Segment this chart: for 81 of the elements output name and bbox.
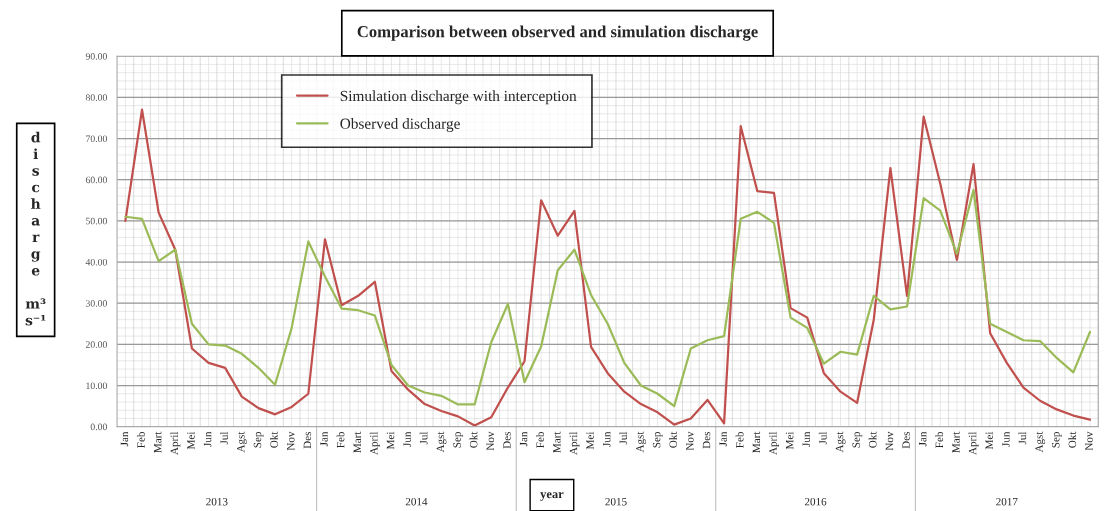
x-tick-label: Jun (203, 431, 212, 447)
x-tick-label: Nov (686, 431, 694, 451)
text: 2017 (996, 497, 1018, 506)
x-tick-label: Jan (719, 431, 727, 447)
x-tick-label: Mei (187, 431, 195, 450)
x-tick-label: Agst (237, 431, 247, 453)
x-tick-label: Nov (287, 431, 295, 451)
y-tick-label: 70.00 (86, 135, 107, 143)
x-tick-label: Mart (952, 431, 960, 453)
y-tick-label: 50.00 (86, 217, 107, 225)
text: 2015 (605, 497, 627, 506)
x-tick-label: Sep (253, 431, 264, 448)
x-tick-label: Feb (536, 431, 544, 448)
x-tick-label: Okt (1068, 431, 1077, 448)
x-tick-label: Des (902, 431, 910, 449)
x-tick-label: Jun (802, 431, 811, 447)
text: discharge m³ s⁻¹ (25, 131, 46, 326)
x-tick-label: Okt (669, 431, 677, 448)
x-tick-label: Mei (586, 431, 594, 450)
x-tick-label: Agst (835, 431, 846, 453)
x-tick-label: April (569, 431, 580, 455)
x-tick-label: Jul (818, 431, 827, 445)
x-tick-label: Sep (652, 431, 663, 448)
x-tick-label: Des (303, 431, 312, 449)
x-tick-label: Jul (419, 431, 428, 445)
x-tick-label: Nov (885, 431, 894, 451)
y-tick-label: 80.00 (85, 94, 107, 101)
x-tick-label: April (170, 431, 181, 455)
x-tick-label: Jan (320, 431, 328, 447)
x-tick-label: Mei (386, 431, 395, 450)
x-tick-label: Des (503, 431, 511, 449)
x-tick-label: Jun (603, 431, 611, 447)
x-tick-label: Okt (270, 431, 278, 448)
x-tick-label: Agst (1035, 431, 1046, 453)
y-tick-label: 10.00 (86, 382, 107, 390)
x-tick-label: Agst (636, 431, 646, 453)
x-tick-label: April (369, 431, 380, 455)
y-tick-label: 60.00 (85, 176, 107, 184)
x-tick-label: Okt (868, 431, 877, 448)
x-tick-label: Feb (735, 431, 744, 448)
x-tick-label: Nov (1085, 431, 1093, 451)
line-series (124, 108, 1092, 427)
x-tick-label: Sep (1052, 431, 1062, 448)
y-tick-label: 30.00 (85, 300, 107, 307)
legend-label: Simulation discharge with interception (340, 90, 577, 105)
x-tick-label: Sep (852, 431, 863, 448)
text: 2013 (206, 497, 228, 506)
x-tick-label: Mei (785, 431, 794, 450)
legend-label: Observed discharge (340, 118, 460, 132)
x-tick-label: Jul (220, 431, 228, 445)
x-tick-label: Jun (403, 431, 411, 447)
text: 2016 (804, 497, 827, 506)
y-tick-label: 0.00 (90, 423, 107, 431)
x-tick-label: Agst (436, 431, 447, 453)
text: 2014 (405, 497, 428, 506)
x-tick-label: Jan (919, 431, 927, 447)
x-tick-label: Jul (619, 431, 628, 445)
x-tick-label: Jun (1002, 431, 1010, 447)
x-tick-label: Sep (453, 431, 464, 448)
x-axis-title: year (540, 492, 564, 501)
x-tick-label: April (968, 431, 979, 455)
line-series (124, 188, 1092, 408)
chart-title: Comparison between observed and simulation discharge (357, 25, 758, 41)
x-tick-label: Nov (486, 431, 495, 451)
x-tick-label: Mart (553, 431, 561, 453)
x-tick-label: Des (702, 431, 711, 449)
x-tick-label: Mart (752, 431, 761, 453)
x-tick-label: Mart (353, 431, 361, 453)
x-tick-label: April (768, 431, 780, 455)
x-tick-label: Feb (136, 431, 145, 448)
x-tick-label: Jan (120, 431, 129, 447)
y-tick-label: 40.00 (85, 258, 107, 266)
x-tick-label: Jan (519, 431, 528, 447)
y-tick-label: 90.00 (85, 53, 107, 60)
x-tick-label: Mart (154, 431, 162, 453)
x-tick-label: Feb (336, 431, 345, 448)
x-tick-label: Feb (935, 431, 944, 448)
x-tick-label: Mei (985, 431, 993, 450)
y-tick-label: 20.00 (85, 341, 107, 348)
x-tick-label: Okt (469, 431, 478, 448)
x-tick-label: Jul (1018, 431, 1027, 445)
